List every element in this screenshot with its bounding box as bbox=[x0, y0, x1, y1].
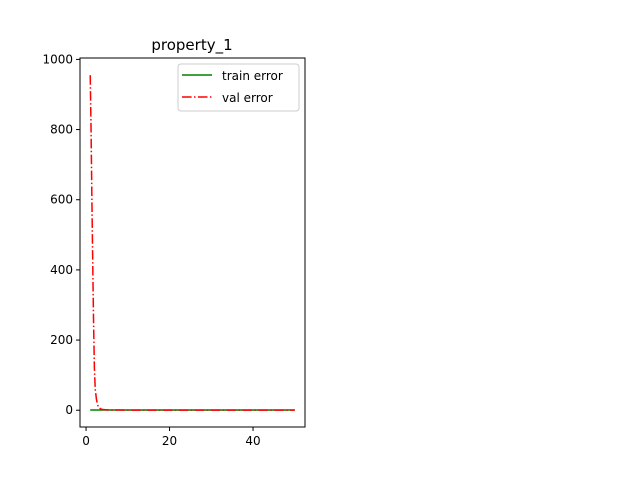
series-line-val-error bbox=[89, 75, 295, 411]
y-tick-label: 800 bbox=[50, 123, 73, 137]
x-tick-label: 40 bbox=[245, 434, 260, 448]
legend: train error val error bbox=[177, 63, 300, 112]
y-axis: 0 200 400 600 800 1000 bbox=[42, 52, 80, 417]
y-tick-label: 200 bbox=[50, 333, 73, 347]
y-tick-label: 400 bbox=[50, 263, 73, 277]
legend-label-train-error: train error bbox=[222, 69, 283, 83]
legend-label-val-error: val error bbox=[222, 91, 273, 105]
y-tick-label: 0 bbox=[65, 403, 73, 417]
y-tick-label: 1000 bbox=[42, 52, 73, 66]
chart-title: property_1 bbox=[151, 36, 232, 55]
plot-frame bbox=[79, 57, 306, 428]
x-axis: 0 20 40 bbox=[82, 427, 261, 448]
x-tick-label: 20 bbox=[162, 434, 177, 448]
series-layer bbox=[89, 75, 295, 411]
x-tick-label: 0 bbox=[82, 434, 90, 448]
y-tick-label: 600 bbox=[50, 193, 73, 207]
